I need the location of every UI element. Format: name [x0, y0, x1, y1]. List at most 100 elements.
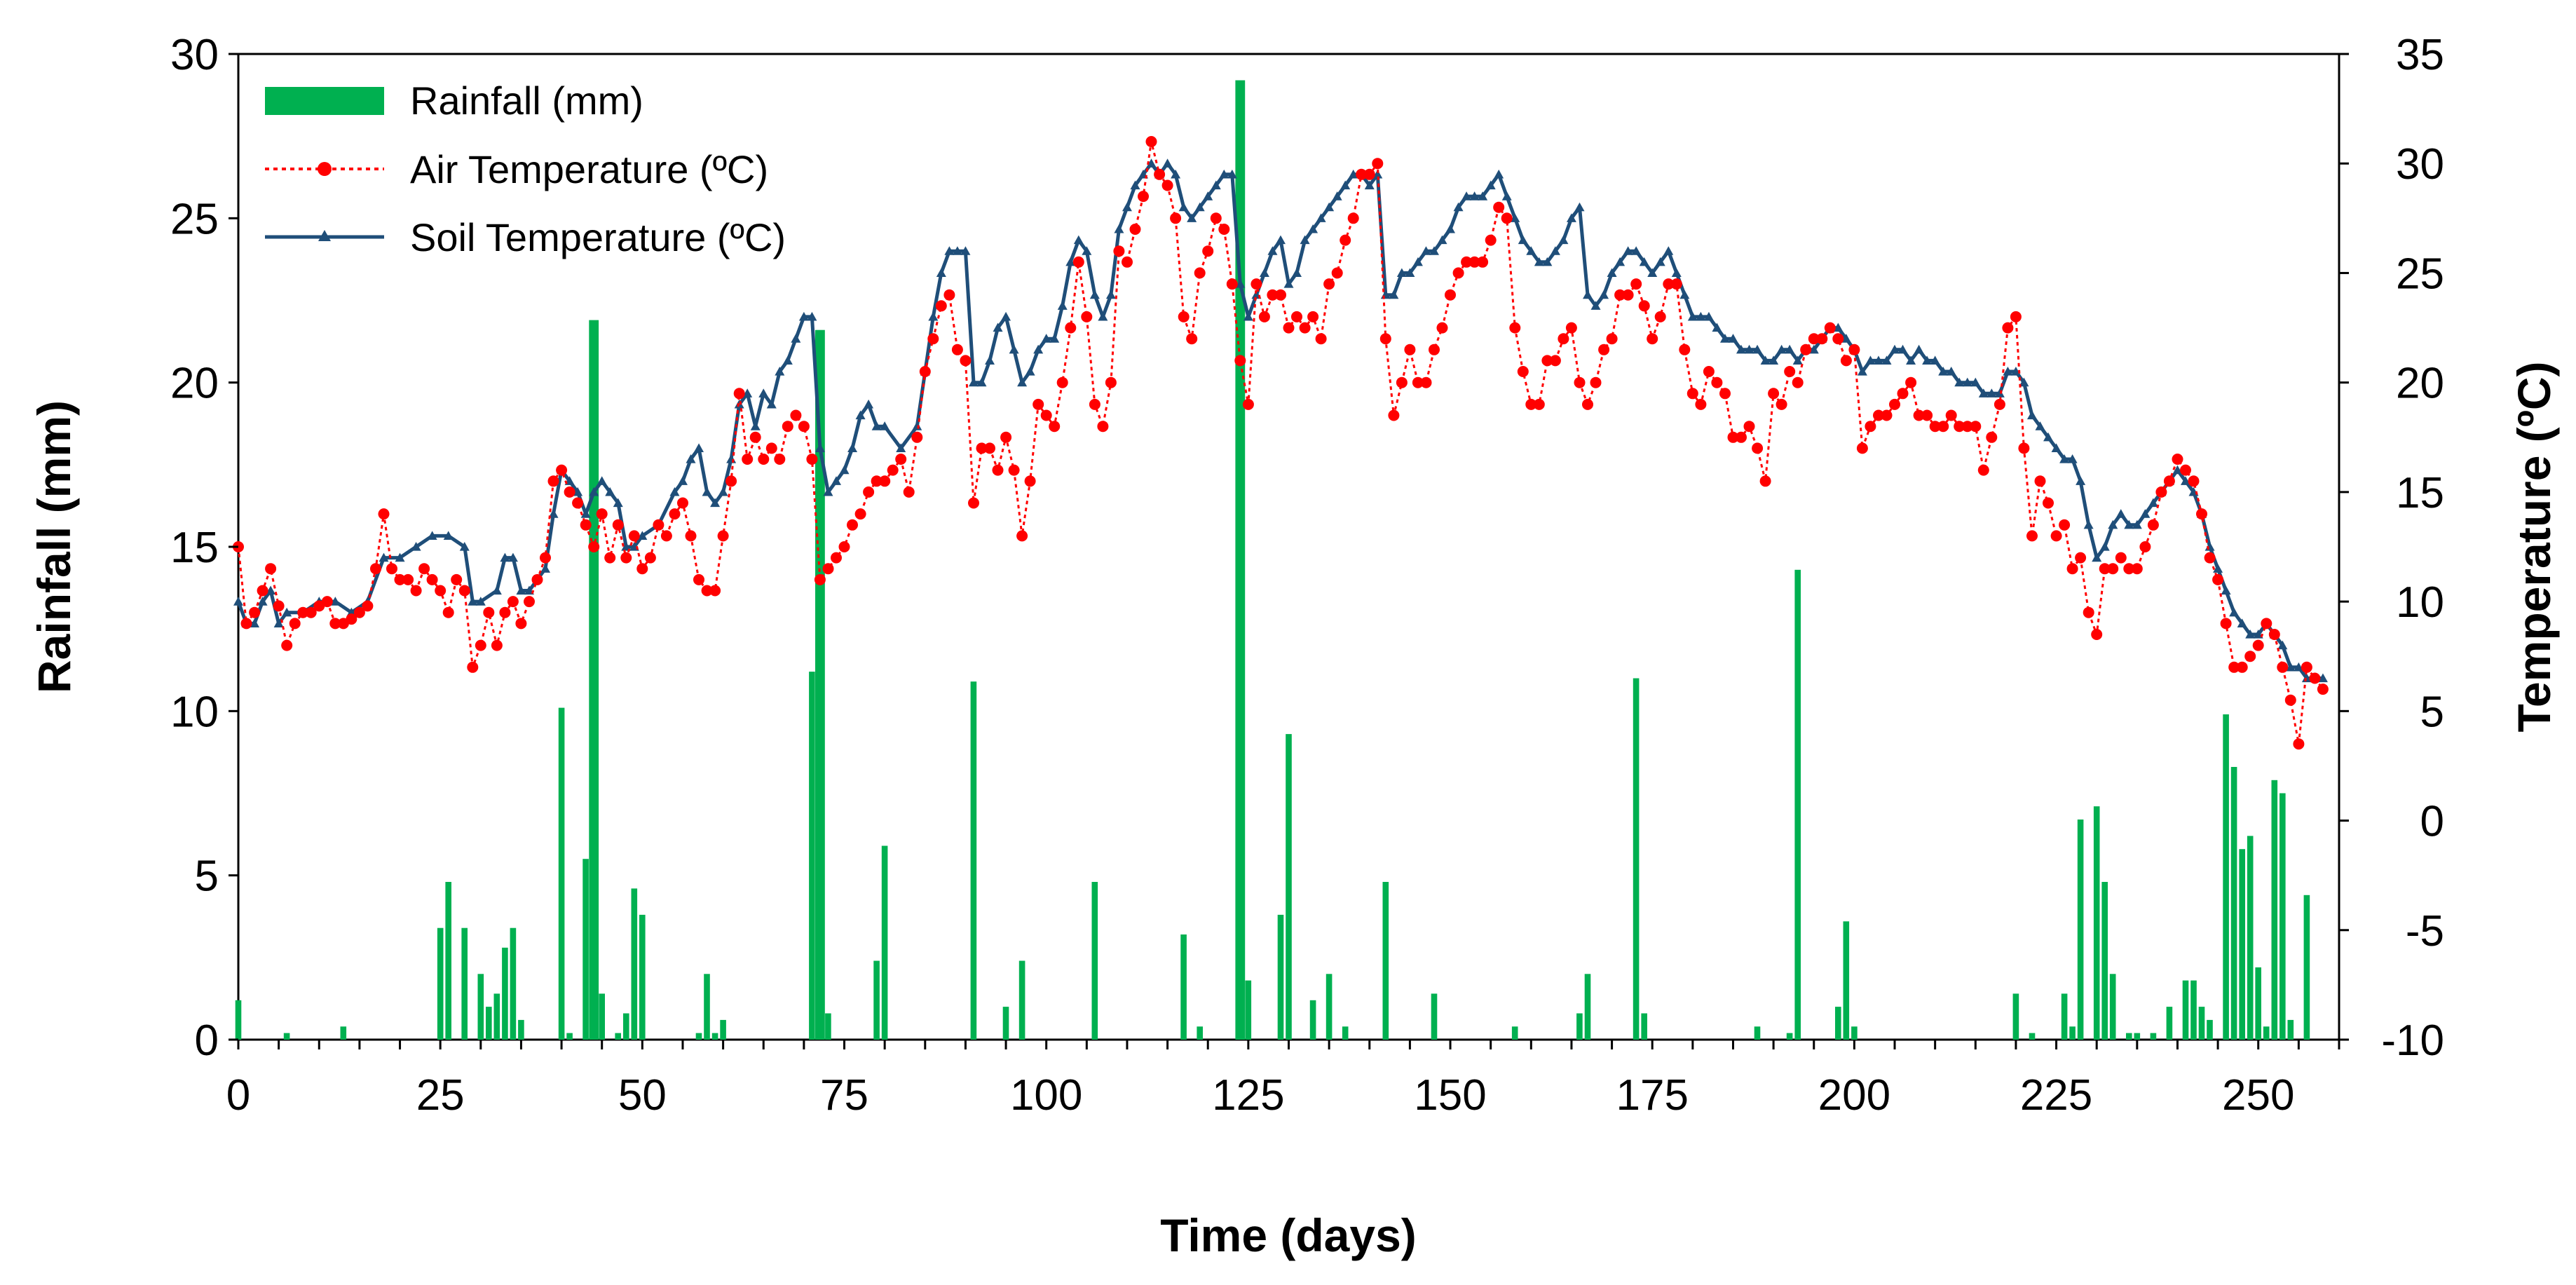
soil-temperature-marker: [1429, 246, 1439, 255]
soil-temperature-marker: [815, 443, 825, 452]
y-left-tick-label: 25: [170, 195, 219, 243]
rainfall-bar: [510, 927, 517, 1040]
soil-temperature-marker: [516, 585, 526, 595]
air-temperature-marker: [1283, 322, 1295, 334]
soil-temperature-marker: [1566, 213, 1576, 222]
air-temperature-marker: [2212, 573, 2224, 585]
air-temperature-marker: [2115, 552, 2127, 564]
air-temperature-marker: [1461, 256, 1473, 268]
soil-temperature-marker: [702, 487, 712, 496]
air-temperature-marker: [1598, 344, 1610, 355]
air-temperature-marker: [814, 573, 826, 585]
legend: Rainfall (mm) Air Temperature (ºC) Soil …: [265, 79, 786, 259]
rainfall-bar: [2093, 806, 2100, 1040]
soil-temperature-marker: [2051, 443, 2062, 452]
air-temperature-marker: [1202, 245, 1214, 257]
air-temperature-marker: [1889, 398, 1900, 410]
rainfall-bar: [2150, 1033, 2157, 1040]
air-temperature-marker: [1315, 333, 1327, 345]
y-axis-left: 0 5 10 15 20 25 30: [170, 31, 238, 1065]
soil-temperature-marker: [273, 618, 284, 627]
rainfall-bar: [2287, 1019, 2294, 1040]
y-right-tick-label: 5: [2420, 688, 2444, 736]
soil-temperature-marker: [1558, 235, 1569, 245]
air-temperature-marker: [1977, 464, 1989, 476]
soil-temperature-marker: [2092, 552, 2102, 562]
air-temperature-marker: [442, 606, 454, 618]
soil-temperature-marker: [1211, 180, 1221, 190]
air-temperature-marker: [1654, 311, 1666, 322]
air-temperature-marker: [1250, 278, 1262, 290]
soil-temperature-marker: [2083, 519, 2094, 529]
soil-temperature-marker: [1914, 344, 1924, 354]
y-left-tick-label: 5: [195, 852, 219, 901]
air-temperature-marker: [1331, 267, 1343, 279]
air-temperature-marker: [1590, 376, 1602, 388]
rainfall-bar: [283, 1033, 290, 1040]
rainfall-bar: [1197, 1026, 1203, 1040]
soil-temperature-marker: [468, 597, 478, 606]
rainfall-bar: [1431, 993, 1438, 1040]
air-temperature-marker: [249, 606, 261, 618]
air-temperature-marker: [831, 552, 842, 564]
air-temperature-marker: [790, 409, 802, 421]
soil-temperature-marker: [1978, 388, 1989, 397]
air-temperature-marker: [782, 421, 793, 433]
air-temperature-marker: [1638, 300, 1650, 312]
air-temperature-series: [233, 136, 2329, 750]
soil-temperature-marker: [1954, 377, 1965, 387]
x-tick-label: 200: [1818, 1071, 1890, 1120]
air-temperature-marker: [1970, 421, 1982, 433]
air-temperature-marker: [1065, 322, 1077, 334]
soil-temperature-marker: [936, 268, 946, 278]
air-temperature-marker: [628, 530, 640, 542]
soil-temperature-marker: [1769, 355, 1779, 365]
soil-temperature-marker: [443, 531, 454, 540]
soil-temperature-marker: [766, 399, 777, 409]
soil-temperature-marker: [1890, 344, 1900, 354]
soil-temperature-marker: [1526, 246, 1536, 255]
air-temperature-marker: [2050, 530, 2062, 542]
air-temperature-marker: [895, 454, 907, 465]
y-left-tick-label: 20: [170, 360, 219, 408]
air-temperature-marker: [588, 541, 600, 552]
legend-soil-marker: [318, 230, 331, 241]
air-temperature-marker: [2018, 442, 2030, 454]
air-temperature-marker: [1897, 388, 1909, 400]
soil-temperature-marker: [847, 443, 858, 452]
rainfall-bar: [1754, 1026, 1761, 1040]
rainfall-bar: [615, 1033, 621, 1040]
rainfall-bar: [1091, 882, 1098, 1040]
soil-temperature-marker: [2294, 662, 2304, 672]
rainfall-bar: [881, 845, 888, 1040]
soil-temperature-marker: [944, 246, 955, 255]
air-temperature-marker: [297, 606, 309, 618]
air-temperature-marker: [1089, 398, 1100, 410]
air-temperature-marker: [2228, 661, 2240, 673]
air-temperature-marker: [458, 585, 470, 597]
x-tick-label: 100: [1010, 1071, 1082, 1120]
soil-temperature-marker: [507, 552, 518, 562]
soil-temperature-marker: [2148, 498, 2158, 508]
rainfall-bar: [493, 993, 500, 1040]
rainfall-bar: [2101, 882, 2108, 1040]
x-tick-label: 0: [226, 1071, 250, 1120]
air-temperature-marker: [2188, 475, 2200, 487]
air-temperature-marker: [1848, 344, 1860, 355]
soil-temperature-marker: [871, 421, 882, 430]
air-temperature-marker: [2043, 497, 2054, 509]
soil-temperature-marker: [2026, 410, 2037, 420]
soil-temperature-marker: [1679, 290, 1690, 299]
soil-temperature-marker: [580, 509, 591, 518]
air-temperature-marker: [2083, 606, 2094, 618]
soil-temperature-marker: [1187, 213, 1197, 222]
soil-temperature-marker: [1469, 191, 1480, 200]
soil-temperature-marker: [1243, 311, 1253, 321]
soil-temperature-marker: [2229, 607, 2240, 617]
soil-temperature-marker: [1057, 301, 1068, 310]
air-temperature-marker: [1429, 344, 1440, 355]
soil-temperature-marker: [233, 597, 243, 606]
soil-temperature-marker: [1881, 355, 1892, 365]
rainfall-bar: [2166, 1007, 2173, 1040]
